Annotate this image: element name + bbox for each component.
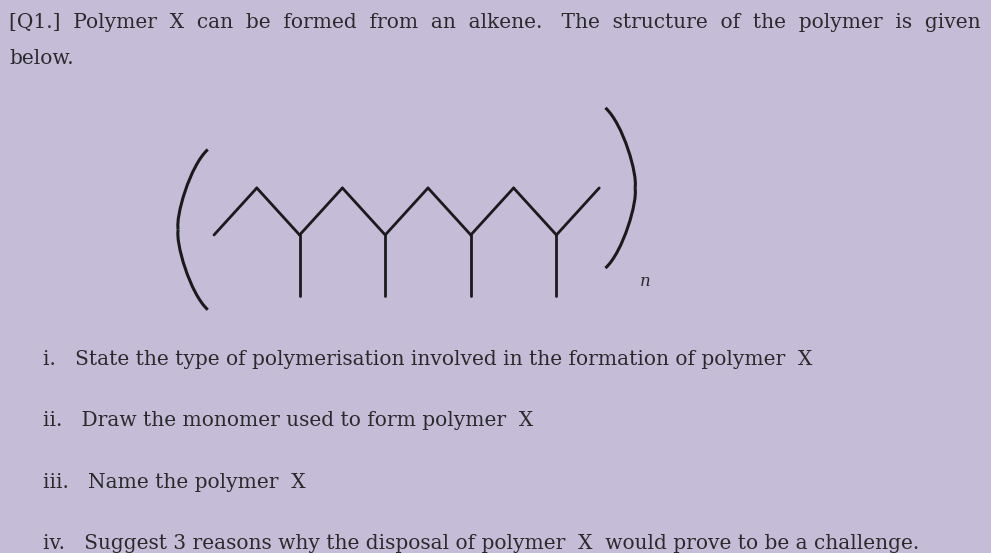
Text: n: n xyxy=(639,273,650,290)
Text: i.   State the type of polymerisation involved in the formation of polymer  X: i. State the type of polymerisation invo… xyxy=(43,349,813,369)
Text: iii.   Name the polymer  X: iii. Name the polymer X xyxy=(43,473,305,492)
Text: iv.   Suggest 3 reasons why the disposal of polymer  X  would prove to be a chal: iv. Suggest 3 reasons why the disposal o… xyxy=(43,534,919,553)
Text: [Q1.]  Polymer  X  can  be  formed  from  an  alkene.   The  structure  of  the : [Q1.] Polymer X can be formed from an al… xyxy=(9,13,981,32)
Text: ii.   Draw the monomer used to form polymer  X: ii. Draw the monomer used to form polyme… xyxy=(43,411,533,430)
Text: below.: below. xyxy=(9,49,74,68)
